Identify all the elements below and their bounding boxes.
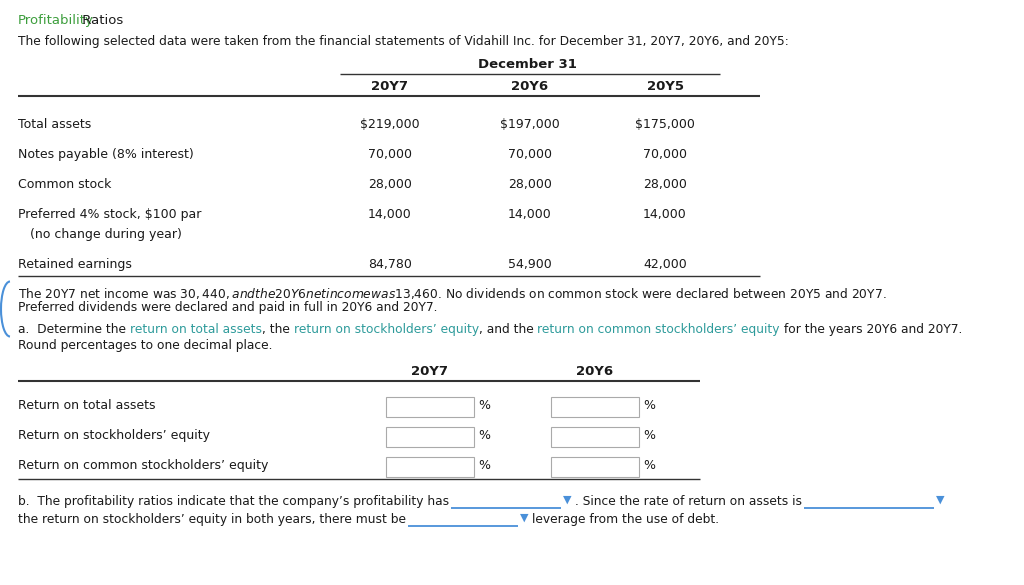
Text: $197,000: $197,000 (500, 118, 560, 131)
Text: (no change during year): (no change during year) (18, 228, 182, 241)
Text: 20Y7: 20Y7 (372, 80, 409, 93)
Text: Return on total assets: Return on total assets (18, 399, 156, 412)
Text: ▼: ▼ (520, 513, 528, 523)
Bar (386, 457, 474, 477)
Text: %: % (478, 459, 490, 472)
Text: 20Y7: 20Y7 (412, 365, 449, 378)
Text: 20Y6: 20Y6 (577, 365, 613, 378)
Text: 14,000: 14,000 (508, 208, 552, 221)
Text: %: % (478, 399, 490, 412)
Text: return on common stockholders’ equity: return on common stockholders’ equity (538, 323, 780, 336)
Text: 20Y6: 20Y6 (511, 80, 549, 93)
Text: %: % (643, 429, 655, 442)
Bar (386, 427, 474, 447)
Text: $219,000: $219,000 (360, 118, 420, 131)
Text: Return on stockholders’ equity: Return on stockholders’ equity (18, 429, 210, 442)
Text: the return on stockholders’ equity in both years, there must be: the return on stockholders’ equity in bo… (18, 513, 406, 526)
Text: 84,780: 84,780 (368, 258, 412, 271)
Bar (386, 397, 474, 417)
Text: Round percentages to one decimal place.: Round percentages to one decimal place. (18, 339, 272, 352)
Text: December 31: December 31 (477, 58, 577, 71)
Text: Return on common stockholders’ equity: Return on common stockholders’ equity (18, 459, 268, 472)
Text: 14,000: 14,000 (368, 208, 412, 221)
Text: 28,000: 28,000 (368, 178, 412, 191)
Text: 42,000: 42,000 (643, 258, 687, 271)
Bar (551, 427, 639, 447)
Text: b.  The profitability ratios indicate that the company’s profitability has: b. The profitability ratios indicate tha… (18, 495, 450, 508)
Text: a.  Determine the: a. Determine the (18, 323, 130, 336)
Text: ▼: ▼ (936, 495, 944, 505)
Text: for the years 20Y6 and 20Y7.: for the years 20Y6 and 20Y7. (780, 323, 963, 336)
Text: . Since the rate of return on assets is: . Since the rate of return on assets is (575, 495, 802, 508)
Text: The 20Y7 net income was $30,440, and the 20Y6 net income was $13,460. No dividen: The 20Y7 net income was $30,440, and the… (18, 286, 887, 301)
Text: return on stockholders’ equity: return on stockholders’ equity (294, 323, 479, 336)
Text: The following selected data were taken from the financial statements of Vidahill: The following selected data were taken f… (18, 35, 788, 48)
Text: 28,000: 28,000 (508, 178, 552, 191)
Text: Preferred 4% stock, $100 par: Preferred 4% stock, $100 par (18, 208, 202, 221)
Bar (551, 397, 639, 417)
Text: 28,000: 28,000 (643, 178, 687, 191)
Text: 70,000: 70,000 (368, 148, 412, 161)
Text: 14,000: 14,000 (643, 208, 687, 221)
Text: $175,000: $175,000 (635, 118, 695, 131)
Text: 70,000: 70,000 (643, 148, 687, 161)
Text: , and the: , and the (479, 323, 538, 336)
Text: , the: , the (262, 323, 294, 336)
Bar (551, 457, 639, 477)
Text: %: % (643, 399, 655, 412)
Text: 70,000: 70,000 (508, 148, 552, 161)
Text: Preferred dividends were declared and paid in full in 20Y6 and 20Y7.: Preferred dividends were declared and pa… (18, 301, 437, 314)
Text: ▼: ▼ (563, 495, 571, 505)
Text: 54,900: 54,900 (508, 258, 552, 271)
Text: Ratios: Ratios (78, 14, 123, 27)
Text: %: % (643, 459, 655, 472)
Text: return on total assets: return on total assets (130, 323, 262, 336)
Text: 20Y5: 20Y5 (646, 80, 683, 93)
Text: leverage from the use of debt.: leverage from the use of debt. (532, 513, 719, 526)
Text: Profitability: Profitability (18, 14, 94, 27)
Text: Common stock: Common stock (18, 178, 112, 191)
Text: Notes payable (8% interest): Notes payable (8% interest) (18, 148, 194, 161)
Text: Retained earnings: Retained earnings (18, 258, 132, 271)
Text: Total assets: Total assets (18, 118, 91, 131)
Text: %: % (478, 429, 490, 442)
